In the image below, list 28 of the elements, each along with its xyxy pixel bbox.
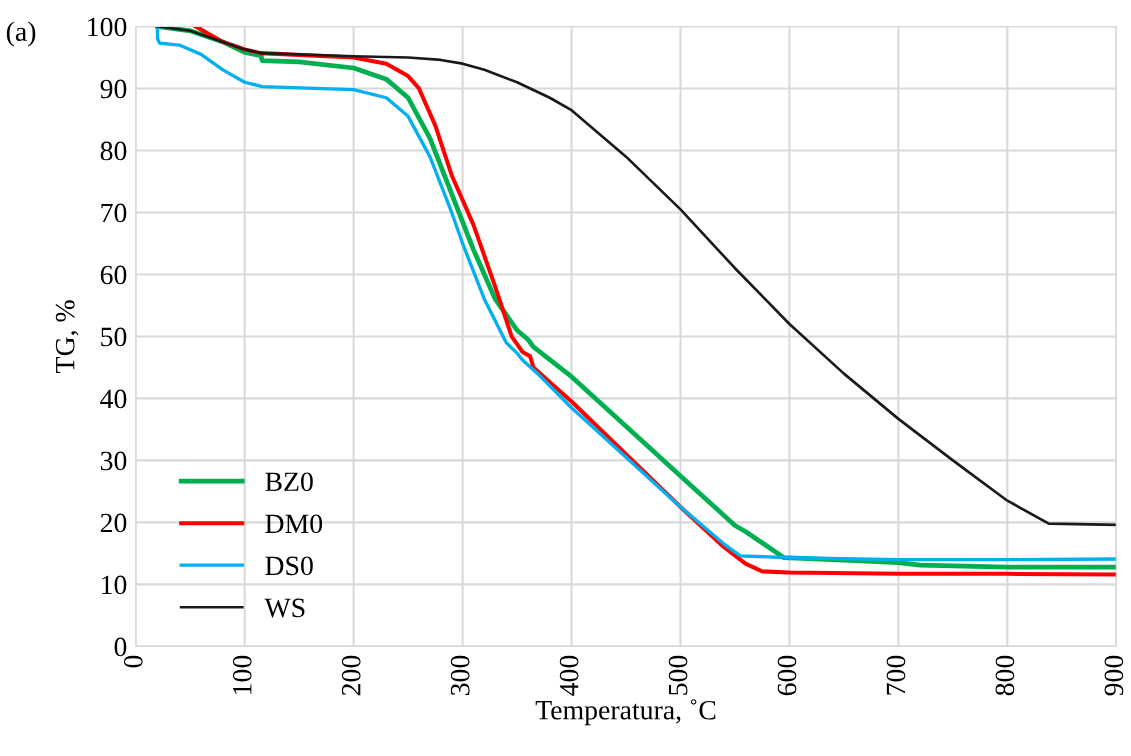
x-tick-label: 400 [559, 655, 579, 696]
x-tick-label: 900 [1104, 655, 1124, 696]
x-tick-label: 300 [450, 655, 470, 696]
y-tick-label: 100 [88, 17, 127, 37]
legend-label: DM0 [265, 514, 323, 534]
legend-label: DS0 [265, 556, 313, 576]
x-tick-label: 700 [886, 655, 906, 695]
x-axis-title: Temperatura, ˚C [535, 699, 716, 726]
y-tick-label: 70 [101, 203, 127, 223]
text: (a) [6, 21, 36, 47]
x-tick-label: 0 [123, 655, 143, 668]
y-tick-label: 0 [114, 637, 127, 657]
x-tick-label: 800 [995, 655, 1015, 696]
y-tick-label: 60 [100, 265, 127, 285]
x-tick-label: 600 [777, 655, 797, 696]
y-tick-label: 30 [100, 451, 127, 471]
y-tick-label: 50 [101, 327, 127, 347]
legend-label: WS [264, 598, 305, 618]
x-tick-label: 100 [232, 655, 252, 694]
y-tick-label: 80 [100, 141, 127, 161]
y-tick-label: 10 [102, 575, 127, 595]
y-tick-label: 40 [100, 389, 127, 409]
x-tick-label: 200 [341, 655, 361, 696]
y-tick-label: 90 [100, 79, 127, 99]
x-tick-label: 500 [668, 655, 688, 695]
y-axis-title: TG, % [55, 300, 79, 373]
y-tick-label: 20 [100, 513, 127, 533]
legend-label: BZ0 [265, 472, 313, 492]
